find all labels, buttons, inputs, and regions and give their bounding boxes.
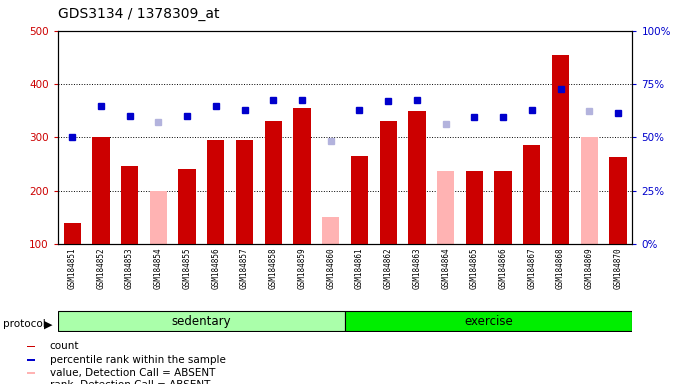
- Text: count: count: [50, 341, 79, 351]
- Bar: [58, 311, 345, 331]
- Text: GSM184864: GSM184864: [441, 247, 450, 289]
- Text: GSM184868: GSM184868: [556, 247, 565, 289]
- Bar: [523, 145, 541, 244]
- Bar: [207, 140, 224, 244]
- Bar: [178, 169, 196, 244]
- Text: GSM184858: GSM184858: [269, 247, 277, 289]
- Text: GSM184851: GSM184851: [68, 247, 77, 289]
- Bar: [322, 217, 339, 244]
- Text: GSM184854: GSM184854: [154, 247, 163, 289]
- Text: rank, Detection Call = ABSENT: rank, Detection Call = ABSENT: [50, 381, 210, 384]
- Bar: [408, 111, 426, 244]
- Bar: [150, 190, 167, 244]
- Text: GSM184853: GSM184853: [125, 247, 134, 289]
- Bar: [293, 108, 311, 244]
- Bar: [379, 121, 397, 244]
- Bar: [437, 171, 454, 244]
- Bar: [581, 137, 598, 244]
- Bar: [27, 359, 35, 361]
- Text: ▶: ▶: [44, 319, 53, 329]
- Bar: [27, 346, 35, 347]
- Text: GSM184861: GSM184861: [355, 247, 364, 289]
- Text: GSM184863: GSM184863: [413, 247, 422, 289]
- Bar: [466, 171, 483, 244]
- Bar: [609, 157, 627, 244]
- Text: GSM184856: GSM184856: [211, 247, 220, 289]
- Bar: [552, 55, 569, 244]
- Text: protocol: protocol: [3, 319, 46, 329]
- Text: GSM184866: GSM184866: [498, 247, 507, 289]
- Bar: [351, 156, 368, 244]
- Text: GSM184867: GSM184867: [528, 247, 537, 289]
- Text: GSM184860: GSM184860: [326, 247, 335, 289]
- Text: GSM184857: GSM184857: [240, 247, 249, 289]
- Text: sedentary: sedentary: [171, 314, 231, 328]
- Bar: [92, 137, 109, 244]
- Bar: [27, 372, 35, 374]
- Bar: [63, 223, 81, 244]
- Bar: [121, 166, 138, 244]
- Text: GSM184865: GSM184865: [470, 247, 479, 289]
- Text: GSM184852: GSM184852: [97, 247, 105, 289]
- Text: value, Detection Call = ABSENT: value, Detection Call = ABSENT: [50, 367, 215, 377]
- Text: GSM184859: GSM184859: [298, 247, 307, 289]
- Text: GDS3134 / 1378309_at: GDS3134 / 1378309_at: [58, 7, 219, 21]
- Text: exercise: exercise: [464, 314, 513, 328]
- Text: GSM184870: GSM184870: [613, 247, 622, 289]
- Bar: [265, 121, 282, 244]
- Text: GSM184855: GSM184855: [183, 247, 192, 289]
- Text: percentile rank within the sample: percentile rank within the sample: [50, 354, 225, 364]
- Text: GSM184869: GSM184869: [585, 247, 594, 289]
- Bar: [494, 171, 512, 244]
- Bar: [236, 140, 253, 244]
- Bar: [345, 311, 632, 331]
- Text: GSM184862: GSM184862: [384, 247, 392, 289]
